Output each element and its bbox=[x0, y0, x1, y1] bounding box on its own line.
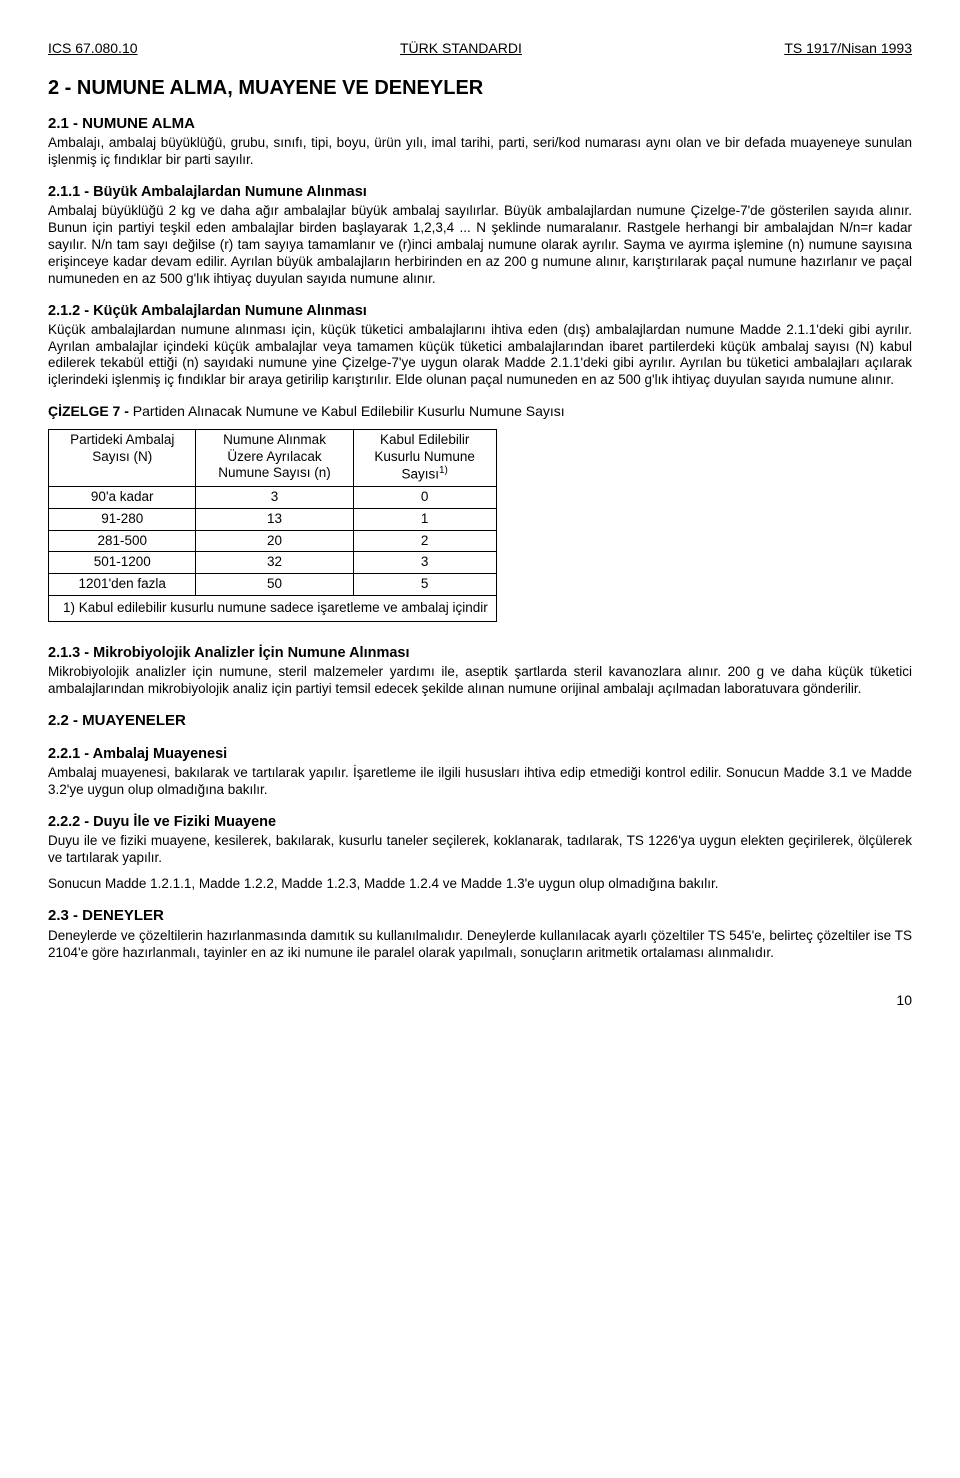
section-2-2-1-heading: 2.2.1 - Ambalaj Muayenesi bbox=[48, 745, 912, 763]
section-2-2-2-heading: 2.2.2 - Duyu İle ve Fiziki Muayene bbox=[48, 813, 912, 831]
table-row: 91-280 13 1 bbox=[49, 508, 497, 530]
section-2-1-text: Ambalajı, ambalaj büyüklüğü, grubu, sını… bbox=[48, 135, 912, 169]
table-cell: 32 bbox=[196, 552, 353, 574]
section-2-2-heading: 2.2 - MUAYENELER bbox=[48, 712, 912, 731]
table-cell: 1 bbox=[353, 508, 496, 530]
table-row: 281-500 20 2 bbox=[49, 530, 497, 552]
section-2-1-heading: 2.1 - NUMUNE ALMA bbox=[48, 115, 912, 134]
table-col1-header: Partideki Ambalaj Sayısı (N) bbox=[49, 429, 196, 486]
section-2-1-3-heading: 2.1.3 - Mikrobiyolojik Analizler İçin Nu… bbox=[48, 644, 912, 662]
table-7-title-bold: ÇİZELGE 7 - bbox=[48, 403, 133, 419]
table-7: Partideki Ambalaj Sayısı (N) Numune Alın… bbox=[48, 429, 497, 622]
col3-line1: Kabul Edilebilir bbox=[380, 432, 469, 447]
table-cell: 3 bbox=[196, 486, 353, 508]
section-2-title: 2 - NUMUNE ALMA, MUAYENE VE DENEYLER bbox=[48, 76, 912, 101]
table-col2-header: Numune Alınmak Üzere Ayrılacak Numune Sa… bbox=[196, 429, 353, 486]
section-2-2-1-text: Ambalaj muayenesi, bakılarak ve tartılar… bbox=[48, 765, 912, 799]
section-2-1-3-text: Mikrobiyolojik analizler için numune, st… bbox=[48, 664, 912, 698]
table-cell: 20 bbox=[196, 530, 353, 552]
table-cell: 281-500 bbox=[49, 530, 196, 552]
section-2-1-2-heading: 2.1.2 - Küçük Ambalajlardan Numune Alınm… bbox=[48, 302, 912, 320]
section-2-1-2-text: Küçük ambalajlardan numune alınması için… bbox=[48, 322, 912, 390]
table-cell: 501-1200 bbox=[49, 552, 196, 574]
table-cell: 5 bbox=[353, 574, 496, 596]
table-cell: 90'a kadar bbox=[49, 486, 196, 508]
col2-line2: Üzere Ayrılacak bbox=[227, 449, 321, 464]
header-left: ICS 67.080.10 bbox=[48, 40, 138, 58]
section-2-3-text: Deneylerde ve çözeltilerin hazırlanmasın… bbox=[48, 928, 912, 962]
section-2-1-1-text: Ambalaj büyüklüğü 2 kg ve daha ağır amba… bbox=[48, 203, 912, 287]
table-7-title: ÇİZELGE 7 - Partiden Alınacak Numune ve … bbox=[48, 403, 912, 421]
table-7-title-rest: Partiden Alınacak Numune ve Kabul Edileb… bbox=[133, 403, 565, 419]
col3-line3a: Sayısı bbox=[401, 467, 439, 482]
header-right: TS 1917/Nisan 1993 bbox=[784, 40, 912, 58]
table-row: 501-1200 32 3 bbox=[49, 552, 497, 574]
col2-line1: Numune Alınmak bbox=[223, 432, 326, 447]
table-footnote: 1) Kabul edilebilir kusurlu numune sadec… bbox=[49, 596, 497, 622]
table-row: 1201'den fazla 50 5 bbox=[49, 574, 497, 596]
table-cell: 13 bbox=[196, 508, 353, 530]
section-2-2-2-text1: Duyu ile ve fiziki muayene, kesilerek, b… bbox=[48, 833, 912, 867]
table-cell: 1201'den fazla bbox=[49, 574, 196, 596]
col1-line1: Partideki Ambalaj bbox=[70, 432, 174, 447]
table-cell: 0 bbox=[353, 486, 496, 508]
table-cell: 2 bbox=[353, 530, 496, 552]
section-2-3-heading: 2.3 - DENEYLER bbox=[48, 907, 912, 926]
table-col3-header: Kabul Edilebilir Kusurlu Numune Sayısı1) bbox=[353, 429, 496, 486]
col2-line3: Numune Sayısı (n) bbox=[218, 465, 331, 480]
col3-line3b-sup: 1) bbox=[439, 465, 448, 476]
page-number: 10 bbox=[48, 992, 912, 1010]
section-2-2-2-text2: Sonucun Madde 1.2.1.1, Madde 1.2.2, Madd… bbox=[48, 876, 912, 893]
header-center: TÜRK STANDARDI bbox=[400, 40, 522, 58]
col3-line2: Kusurlu Numune bbox=[374, 449, 475, 464]
table-cell: 91-280 bbox=[49, 508, 196, 530]
page-header: ICS 67.080.10 TÜRK STANDARDI TS 1917/Nis… bbox=[48, 40, 912, 58]
table-header-row: Partideki Ambalaj Sayısı (N) Numune Alın… bbox=[49, 429, 497, 486]
table-cell: 50 bbox=[196, 574, 353, 596]
col1-line2: Sayısı (N) bbox=[92, 449, 152, 464]
table-row: 90'a kadar 3 0 bbox=[49, 486, 497, 508]
table-cell: 3 bbox=[353, 552, 496, 574]
table-footnote-row: 1) Kabul edilebilir kusurlu numune sadec… bbox=[49, 596, 497, 622]
section-2-1-1-heading: 2.1.1 - Büyük Ambalajlardan Numune Alınm… bbox=[48, 183, 912, 201]
